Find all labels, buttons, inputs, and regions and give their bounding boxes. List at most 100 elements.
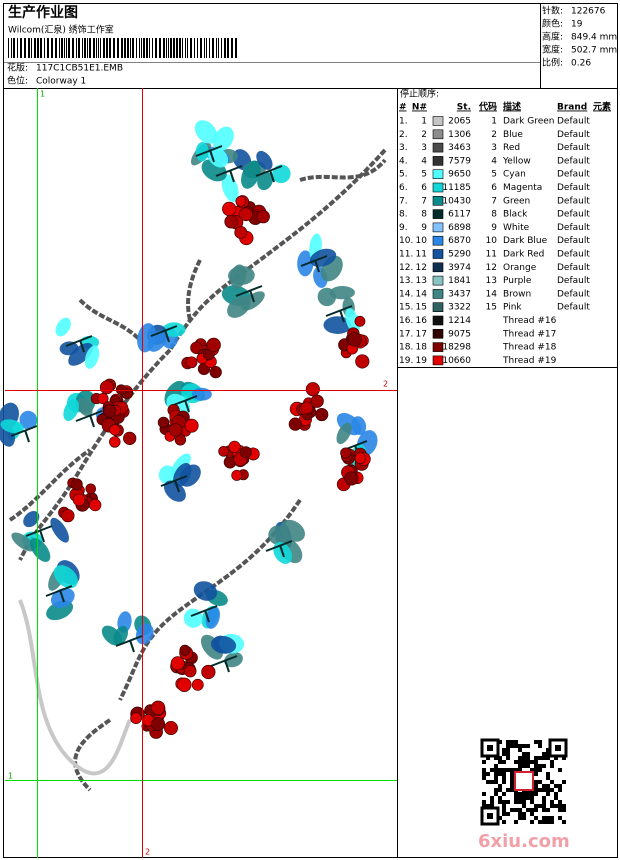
bar (96, 38, 97, 58)
cell: 11 (416, 250, 427, 260)
grape (344, 471, 359, 486)
bar (37, 38, 39, 58)
qr-cell (558, 788, 562, 792)
bar (100, 38, 101, 58)
cell: 7. (399, 196, 408, 206)
branch (78, 298, 142, 342)
qr-cell (498, 800, 502, 804)
grape (354, 315, 366, 327)
qr-cell (490, 796, 494, 800)
qr-cell (502, 820, 506, 824)
bar (59, 38, 60, 58)
qr-cell (542, 804, 546, 808)
qr-cell (494, 792, 498, 796)
bar (124, 38, 126, 58)
cell: 11. (399, 250, 413, 260)
bar (159, 38, 161, 58)
qr-cell (494, 776, 498, 780)
qr-cell (482, 768, 486, 772)
cell: Default (557, 263, 590, 273)
leaf (63, 399, 80, 421)
qr-cell (562, 820, 566, 824)
qr-cell (542, 820, 546, 824)
cell: 10430 (442, 196, 471, 206)
grape (235, 195, 247, 207)
bar (132, 38, 134, 58)
qr-cell (482, 776, 486, 780)
qr-cell (506, 768, 510, 772)
qr-cell (534, 788, 538, 792)
cell: 15. (399, 303, 413, 313)
qr-cell (546, 788, 550, 792)
qr-cell (542, 816, 546, 820)
qr-cell (538, 768, 542, 772)
qr-cell (506, 740, 510, 744)
guide-label: 2 (383, 380, 388, 389)
bar (72, 38, 74, 58)
bar (143, 38, 145, 58)
qr-cell (538, 804, 542, 808)
swatch (432, 209, 444, 219)
leaf (194, 120, 218, 144)
qr-cell (490, 800, 494, 804)
grape (157, 416, 170, 429)
qr-cell (538, 740, 542, 744)
grape (354, 452, 367, 464)
qr-cell (510, 744, 514, 748)
bar (176, 38, 178, 58)
cell: Magenta (503, 183, 542, 193)
qr-cell (510, 808, 514, 812)
qr-cell (514, 792, 518, 796)
cell: 16 (416, 316, 428, 326)
qr-cell (490, 780, 494, 784)
swatch (432, 328, 444, 339)
branch (18, 599, 132, 776)
title: 生产作业图 (8, 4, 78, 21)
column-header: 元素 (593, 101, 611, 113)
vein (75, 410, 103, 428)
leaf (351, 416, 367, 435)
grape (340, 447, 352, 459)
qr-cell (502, 772, 506, 776)
qr-code (480, 738, 568, 826)
qr-cell (510, 772, 514, 776)
qr-cell (514, 808, 518, 812)
cell: 19 (416, 356, 428, 366)
qr-cell (502, 800, 506, 804)
qr-cell (526, 792, 530, 796)
design-preview (0, 120, 387, 792)
leaf (50, 517, 70, 543)
cell: 5 (491, 170, 497, 180)
bar (235, 38, 237, 58)
leaf (272, 164, 291, 184)
qr-cell (562, 756, 566, 760)
leaf (256, 150, 273, 170)
bar (109, 38, 111, 58)
qr-cell (546, 820, 550, 824)
qr-cell (510, 776, 514, 780)
cell: Default (557, 223, 590, 233)
bar (113, 38, 115, 58)
qr-cell (482, 772, 486, 776)
qr-cell (550, 820, 554, 824)
qr-cell (550, 760, 554, 764)
cell: 15 (416, 303, 427, 313)
grape (115, 384, 127, 395)
qr-cell (530, 812, 534, 816)
leaf (336, 422, 352, 445)
bar (206, 38, 207, 58)
qr-cell (554, 756, 558, 760)
bar (218, 38, 219, 58)
qr-cell (498, 784, 502, 788)
cell: Default (557, 236, 590, 246)
qr-cell (506, 744, 510, 748)
qr-cell (518, 760, 522, 764)
column-header: St. (457, 103, 471, 113)
qr-cell (534, 784, 538, 788)
qr-finder (555, 745, 561, 751)
leaf (162, 322, 186, 337)
cell: Default (557, 210, 590, 220)
column-header: N# (412, 103, 427, 113)
branch (186, 259, 202, 321)
